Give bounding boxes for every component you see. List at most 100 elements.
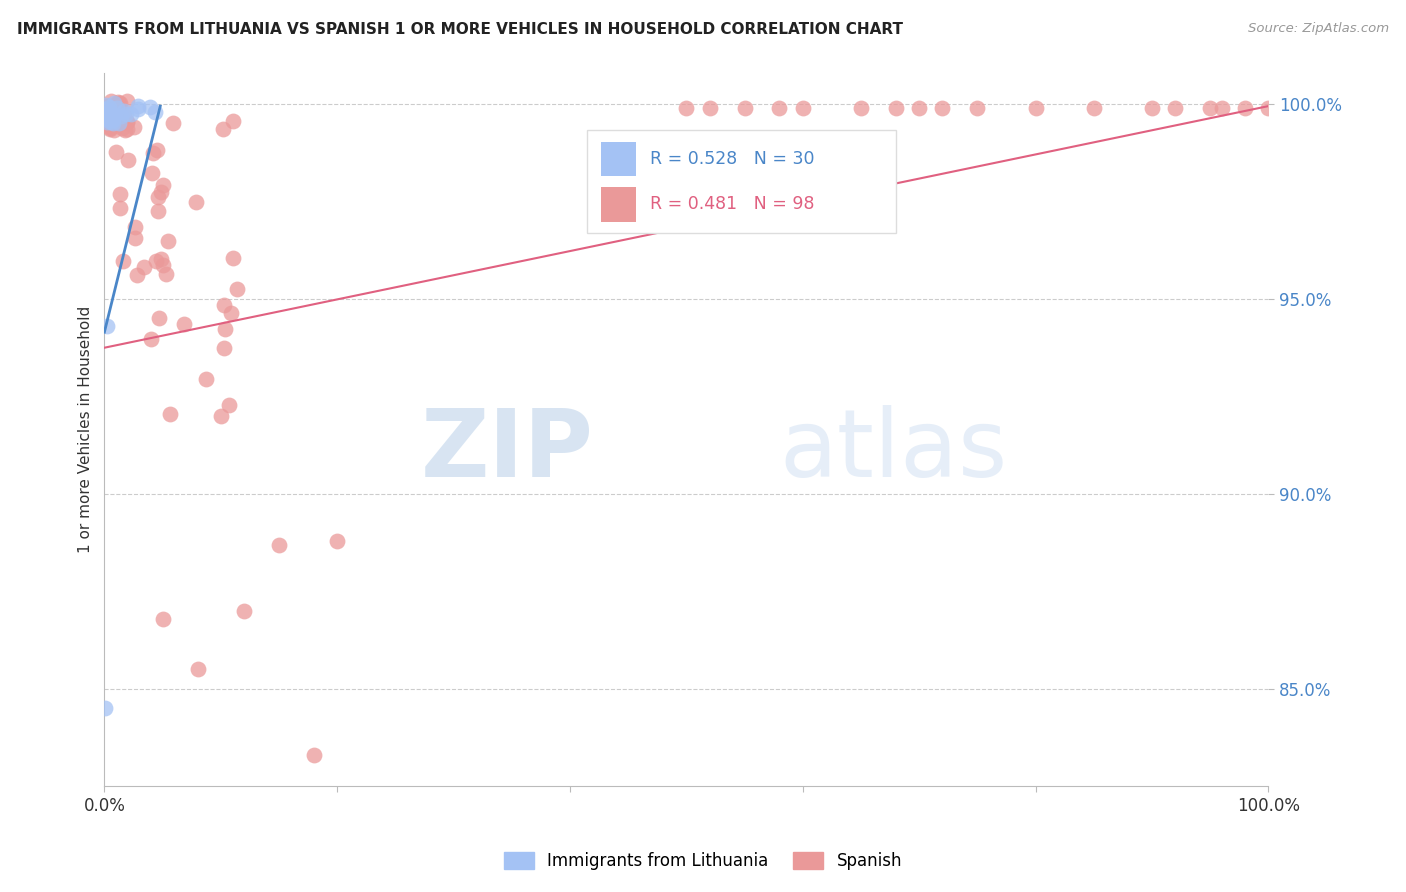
Point bbox=[212, 122, 235, 136]
Point bbox=[734, 101, 756, 115]
Point bbox=[225, 282, 247, 296]
Point bbox=[125, 268, 148, 283]
Point bbox=[97, 99, 120, 113]
Point bbox=[108, 95, 131, 110]
Point bbox=[173, 318, 195, 332]
Point bbox=[98, 121, 121, 136]
Bar bbox=[602, 187, 637, 221]
Point bbox=[107, 115, 129, 129]
Point bbox=[96, 111, 118, 125]
Text: R = 0.481   N = 98: R = 0.481 N = 98 bbox=[651, 195, 815, 213]
Point bbox=[96, 319, 118, 334]
Point bbox=[100, 107, 122, 121]
Point bbox=[96, 107, 118, 121]
Point bbox=[122, 120, 145, 135]
Point bbox=[139, 332, 162, 346]
Point bbox=[101, 106, 124, 120]
Point bbox=[96, 103, 118, 118]
Point bbox=[114, 123, 136, 137]
Point bbox=[96, 115, 118, 129]
Point bbox=[94, 97, 117, 112]
Point bbox=[124, 219, 146, 234]
Point bbox=[107, 95, 129, 110]
Point bbox=[139, 100, 162, 114]
Point bbox=[111, 254, 134, 268]
Point bbox=[792, 101, 814, 115]
Point bbox=[884, 101, 907, 115]
Text: R = 0.528   N = 30: R = 0.528 N = 30 bbox=[651, 150, 815, 168]
Point bbox=[141, 166, 163, 180]
Point bbox=[112, 108, 135, 122]
Text: atlas: atlas bbox=[779, 405, 1008, 497]
Point bbox=[96, 107, 118, 121]
Point bbox=[98, 111, 121, 125]
Point bbox=[1140, 101, 1163, 115]
Point bbox=[104, 108, 127, 122]
Point bbox=[966, 101, 988, 115]
Point bbox=[94, 701, 117, 715]
Point bbox=[212, 342, 235, 356]
Point bbox=[101, 116, 124, 130]
Point bbox=[124, 231, 146, 245]
Point bbox=[132, 260, 155, 274]
Text: ZIP: ZIP bbox=[420, 405, 593, 497]
Point bbox=[267, 537, 290, 551]
Point bbox=[105, 145, 128, 159]
Y-axis label: 1 or more Vehicles in Household: 1 or more Vehicles in Household bbox=[79, 306, 93, 553]
Point bbox=[212, 298, 235, 312]
Point bbox=[108, 107, 131, 121]
Point bbox=[108, 113, 131, 128]
Point bbox=[97, 111, 120, 125]
Point bbox=[98, 120, 121, 134]
Point bbox=[115, 107, 138, 121]
Point bbox=[675, 101, 697, 115]
Point bbox=[115, 94, 138, 108]
Point bbox=[110, 201, 132, 215]
Point bbox=[98, 103, 121, 118]
Point bbox=[908, 101, 931, 115]
Point bbox=[98, 120, 121, 135]
Point bbox=[100, 116, 122, 130]
Point bbox=[115, 115, 138, 129]
Point bbox=[222, 113, 245, 128]
Point bbox=[143, 104, 166, 119]
Point bbox=[96, 108, 118, 122]
Point bbox=[148, 203, 170, 218]
Point bbox=[97, 109, 120, 123]
FancyBboxPatch shape bbox=[588, 130, 896, 234]
Point bbox=[1025, 101, 1047, 115]
Point bbox=[115, 122, 138, 136]
Point bbox=[149, 185, 172, 199]
Point bbox=[108, 187, 131, 202]
Point bbox=[1211, 101, 1233, 115]
Point bbox=[101, 112, 124, 127]
Point bbox=[142, 145, 165, 160]
Point bbox=[98, 111, 121, 125]
Point bbox=[100, 94, 122, 108]
Point bbox=[219, 306, 242, 320]
Point bbox=[97, 113, 120, 128]
Point bbox=[146, 144, 169, 158]
Point bbox=[127, 99, 149, 113]
Point bbox=[152, 611, 174, 625]
Point bbox=[302, 747, 325, 762]
Point bbox=[184, 195, 207, 210]
Point bbox=[194, 372, 217, 386]
Point bbox=[849, 101, 872, 115]
Bar bbox=[602, 142, 637, 176]
Point bbox=[156, 234, 179, 248]
Point bbox=[326, 533, 349, 548]
Text: Source: ZipAtlas.com: Source: ZipAtlas.com bbox=[1249, 22, 1389, 36]
Point bbox=[214, 322, 236, 336]
Point bbox=[1199, 101, 1222, 115]
Point bbox=[111, 121, 134, 136]
Point bbox=[149, 252, 172, 267]
Point bbox=[101, 118, 124, 132]
Point bbox=[97, 116, 120, 130]
Point bbox=[1257, 101, 1279, 115]
Point bbox=[159, 407, 181, 421]
Point bbox=[112, 112, 135, 127]
Point bbox=[104, 96, 127, 111]
Point bbox=[115, 114, 138, 128]
Point bbox=[186, 662, 208, 676]
